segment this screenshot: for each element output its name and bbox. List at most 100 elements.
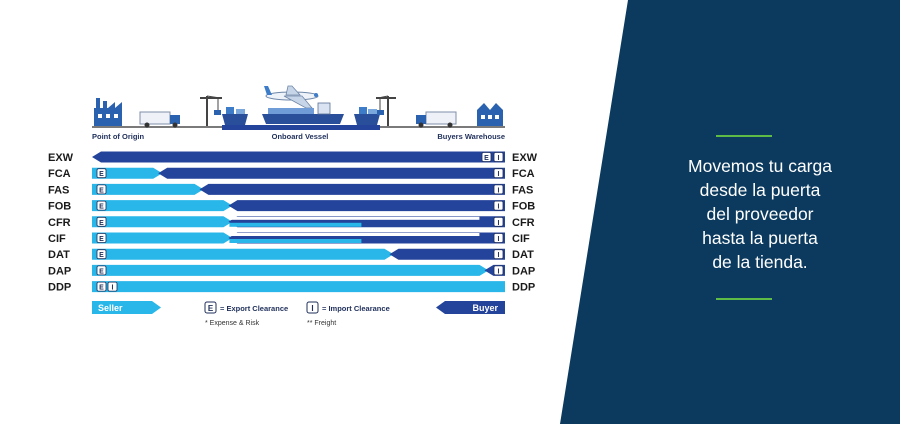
export-badge-letter: E	[99, 220, 104, 227]
import-badge: I	[493, 233, 504, 243]
import-badge-letter: I	[498, 220, 500, 227]
export-clearance-label: = Export Clearance	[220, 304, 288, 313]
transport-illustration	[92, 85, 505, 130]
export-badge-letter: E	[99, 268, 104, 275]
export-badge-letter: E	[99, 252, 104, 259]
import-badge: I	[493, 200, 504, 211]
buyer-segment	[228, 200, 506, 212]
import-badge: I	[493, 249, 504, 259]
term-label-left: DDP	[48, 282, 71, 294]
freight-note: ** Freight	[307, 320, 336, 327]
buyer-segment	[158, 167, 505, 179]
seller-segment	[92, 200, 233, 212]
legend: Seller E = Export Clearance I = Import C…	[92, 301, 505, 327]
import-badge-letter: I	[498, 268, 500, 275]
incoterm-row: E I FAS FAS	[48, 183, 533, 196]
vessel-water	[222, 125, 380, 130]
import-badge-letter: I	[498, 171, 500, 178]
incoterm-row: E I FCA FCA	[48, 167, 535, 180]
export-badge-letter: E	[99, 187, 104, 194]
truck-icon	[416, 111, 457, 128]
incoterm-row: E I FOB FOB	[48, 200, 535, 213]
export-badge: E	[96, 249, 107, 259]
term-label-right: DAP	[512, 265, 535, 277]
import-badge-letter: I	[498, 187, 500, 194]
crane-icon	[200, 95, 222, 126]
import-badge: I	[493, 216, 504, 227]
import-badge: I	[107, 281, 118, 292]
freight-band	[229, 239, 362, 243]
seller-segment	[92, 281, 505, 293]
crane-icon	[376, 95, 396, 126]
cargo-ship-icon	[222, 107, 248, 125]
term-label-left: FOB	[48, 201, 71, 213]
term-label-right: DAT	[512, 249, 534, 261]
term-label-right: DDP	[512, 282, 535, 294]
export-badge-letter: E	[99, 236, 104, 243]
term-label-right: EXW	[512, 152, 538, 164]
term-label-left: CIF	[48, 233, 66, 245]
import-badge-letter: I	[498, 252, 500, 259]
import-badge-letter: I	[498, 204, 500, 211]
term-label-left: FAS	[48, 184, 69, 196]
export-badge-letter: E	[208, 304, 214, 313]
import-clearance-label: = Import Clearance	[322, 304, 390, 313]
risk-divider	[229, 216, 480, 220]
seller-arrow	[92, 301, 161, 314]
export-badge-letter: E	[99, 285, 104, 292]
export-badge: E	[96, 216, 107, 227]
import-badge: I	[493, 184, 504, 194]
export-badge: E	[96, 233, 107, 243]
export-badge-letter: E	[484, 155, 489, 162]
freight-band	[229, 222, 362, 227]
seller-segment	[92, 248, 394, 260]
cargo-ship-icon	[354, 107, 380, 125]
import-badge: I	[493, 265, 504, 275]
factory-icon	[94, 98, 122, 126]
truck-icon	[139, 111, 180, 128]
term-label-right: FAS	[512, 184, 533, 196]
seller-segment	[92, 183, 204, 195]
import-badge-letter: I	[311, 304, 313, 313]
buyer-segment	[92, 151, 505, 163]
export-clearance-key: E = Export Clearance	[204, 301, 288, 314]
label-point-of-origin: Point of Origin	[92, 132, 144, 141]
import-badge-letter: I	[112, 285, 114, 292]
seller-label: Seller	[98, 303, 123, 313]
seller-segment	[92, 232, 233, 244]
import-clearance-key: I = Import Clearance	[306, 301, 390, 314]
export-badge: E	[96, 184, 107, 194]
right-panel	[560, 0, 900, 424]
export-badge: E	[96, 281, 107, 292]
airplane-icon	[264, 85, 319, 109]
term-label-left: DAP	[48, 265, 71, 277]
warehouse-icon	[477, 103, 503, 126]
export-badge-letter: E	[99, 204, 104, 211]
incoterm-row: E I DAT DAT	[48, 248, 534, 261]
label-onboard-vessel: Onboard Vessel	[272, 132, 329, 141]
export-badge: E	[96, 200, 107, 211]
incoterm-row: E I CIF CIF	[48, 232, 530, 245]
term-label-left: DAT	[48, 249, 70, 261]
incoterm-rows: E I EXW EXW E I FCA FCA E I FAS FAS E I FOB FOB E I CFR CFR…	[48, 151, 538, 294]
expense-risk-note: * Expense & Risk	[205, 320, 260, 327]
import-badge: I	[493, 152, 504, 162]
term-label-left: EXW	[48, 152, 74, 164]
incoterm-row: E I EXW EXW	[48, 151, 538, 164]
export-badge: E	[96, 265, 107, 275]
incoterm-row: E I CFR CFR	[48, 216, 535, 229]
seller-segment	[92, 264, 489, 276]
buyer-label: Buyer	[472, 303, 498, 313]
term-label-right: CIF	[512, 233, 530, 245]
buyer-arrow	[436, 301, 505, 314]
term-label-left: FCA	[48, 168, 71, 180]
term-label-right: FOB	[512, 201, 535, 213]
buyer-segment	[199, 183, 505, 195]
seller-segment	[92, 216, 233, 228]
risk-divider	[229, 233, 480, 236]
incoterm-row: E I DDP DDP	[48, 281, 535, 294]
term-label-left: CFR	[48, 217, 71, 229]
export-badge: E	[96, 168, 107, 178]
incoterm-row: E I DAP DAP	[48, 264, 535, 277]
